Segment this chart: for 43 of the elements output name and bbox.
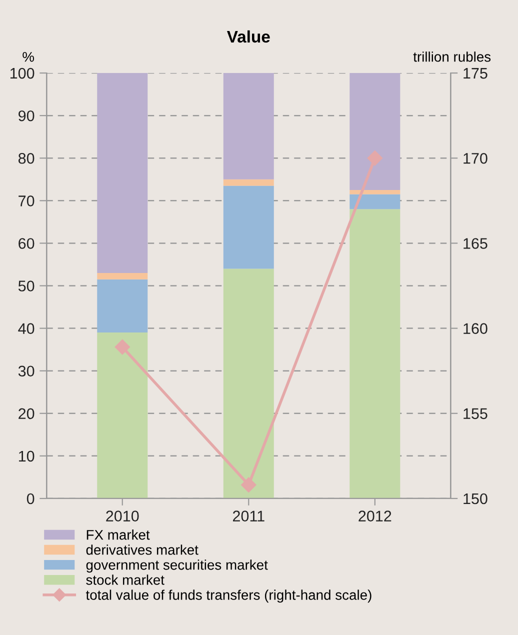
point [367,150,382,166]
point [114,339,130,355]
y-tick-label: 100 [10,68,34,79]
y-tick-label: 20 [18,408,34,420]
bar [97,279,148,333]
y2-tick-label: 150 [464,493,488,504]
y2-tick-label: 170 [464,152,488,164]
y-tick-label: 50 [18,280,34,292]
legend-label: stock market [86,574,164,585]
legend-label: total value of funds transfers (right-hand scale) [86,590,372,603]
bar [97,332,148,498]
x-tick-label: 2010 [106,510,139,522]
y-tick-label: 90 [18,110,34,122]
bar [223,268,274,498]
y-axis-title: % [22,52,34,62]
y-tick-label: 30 [18,366,34,377]
bar [350,73,400,190]
chart-title: Value [226,30,270,43]
y-tick-label: 70 [18,196,34,206]
bar [97,272,148,280]
bar [223,179,274,186]
x-tick-label: 2011 [232,510,264,522]
y2-tick-label: 165 [464,238,488,249]
bar [350,209,400,498]
y-tick-label: 40 [18,323,34,334]
y-tick-label: 0 [26,493,34,504]
bar [223,186,274,269]
y2-tick-label: 160 [464,323,488,334]
x-tick-label: 2012 [358,510,392,522]
legend-label: FX market [86,530,150,540]
bar [97,73,148,273]
y2-axis-title: trillion rubles [413,52,491,62]
y2-tick-label: 175 [464,68,488,79]
bar [223,73,274,180]
y-tick-label: 10 [18,450,34,462]
y2-tick-label: 155 [464,408,488,420]
legend-label: government securities market [86,560,268,573]
y-tick-label: 60 [18,238,34,249]
bar [350,194,400,210]
y-tick-label: 80 [18,152,34,164]
bar [350,190,400,194]
point [241,477,256,492]
legend-label: derivatives market [86,544,198,555]
